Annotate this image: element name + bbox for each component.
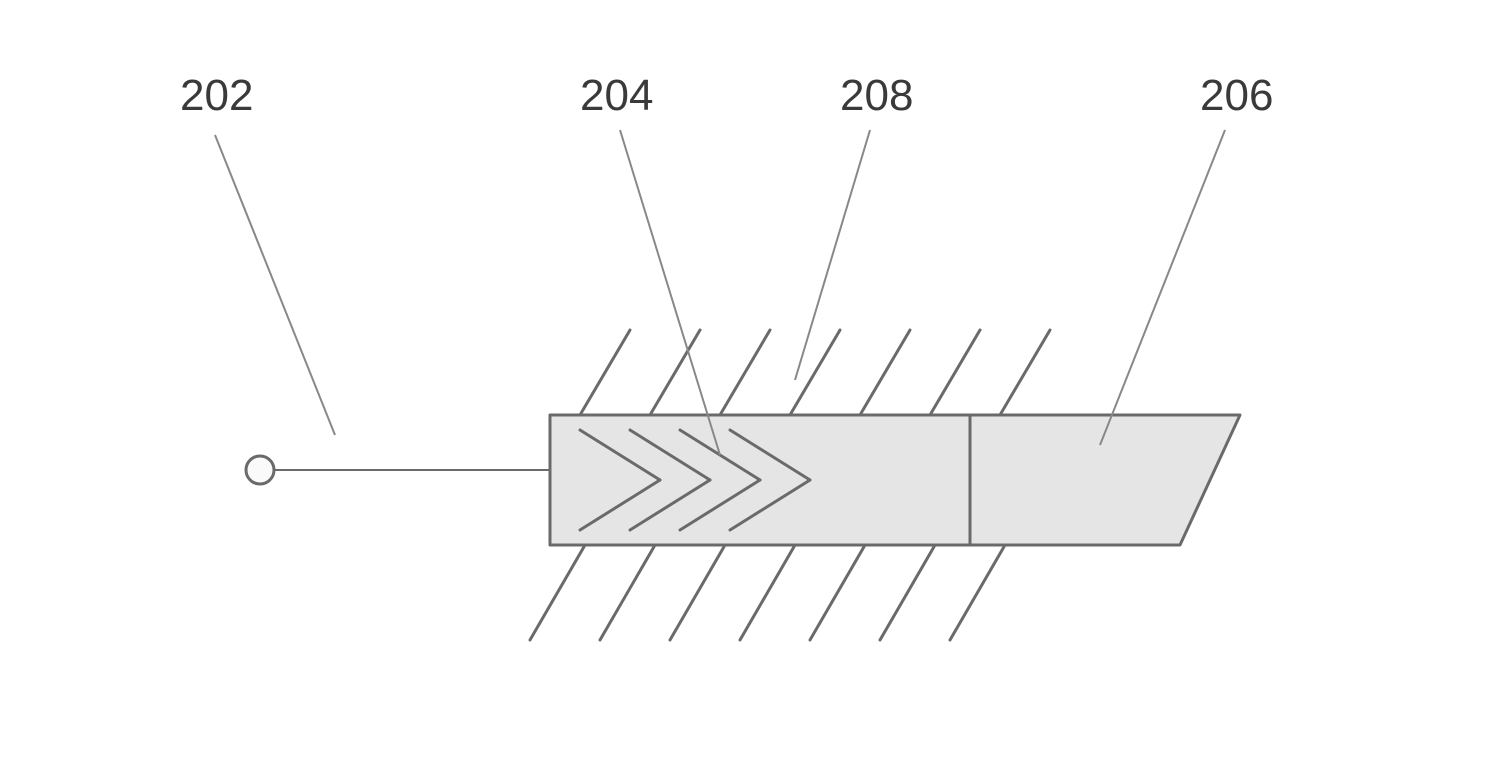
technical-diagram: 202 204 208 206	[0, 0, 1509, 765]
label-204: 204	[580, 71, 653, 120]
label-206: 206	[1200, 71, 1273, 120]
main-block	[550, 415, 1240, 545]
label-202: 202	[180, 71, 253, 120]
label-208: 208	[840, 71, 913, 120]
pin-head	[246, 456, 274, 484]
